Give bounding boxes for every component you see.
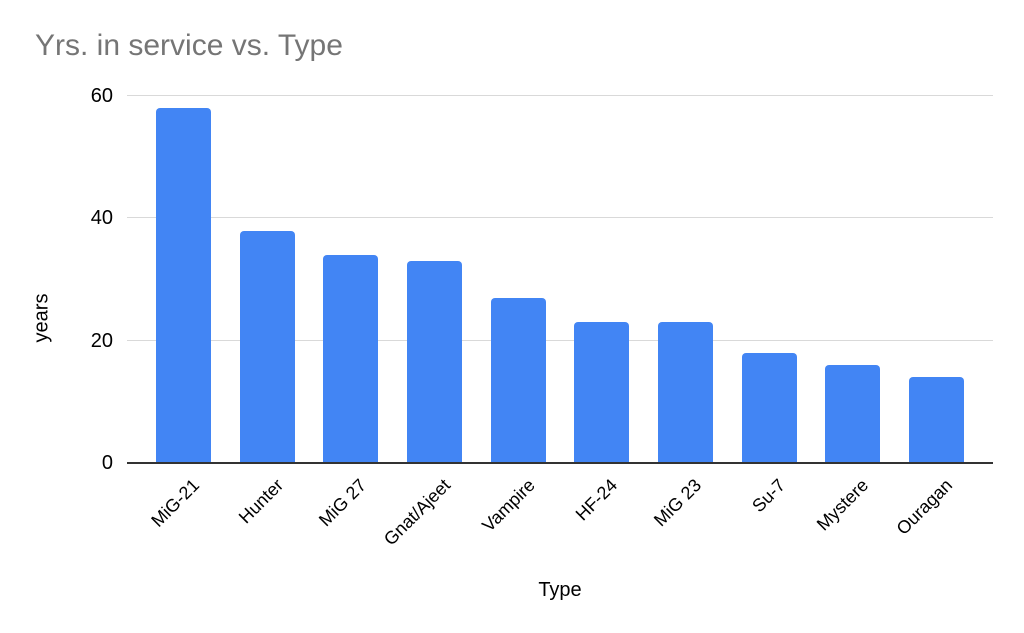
x-label-mig-27: MiG 27: [315, 475, 371, 531]
gridline-20: [127, 339, 993, 341]
bar-vampire: [490, 297, 546, 463]
y-tick-20: 20: [90, 329, 113, 352]
bar-ouragan: [908, 377, 964, 463]
plot-area: [127, 95, 993, 464]
x-label-su-7: Su-7: [748, 475, 790, 517]
gridline-40: [127, 217, 993, 219]
x-label-mig-21: MiG-21: [147, 475, 204, 531]
gridline-60: [127, 95, 993, 96]
x-label-hf-24: HF-24: [572, 475, 622, 525]
y-tick-0: 0: [101, 452, 113, 474]
x-label-mystere: Mystere: [813, 475, 873, 535]
y-tick-60: 60: [90, 85, 113, 107]
bar-hunter: [239, 230, 295, 463]
x-label-mig-23: MiG 23: [650, 475, 706, 531]
bars-group: [127, 96, 993, 463]
bar-mystere: [825, 365, 881, 463]
bar-mig-21: [156, 108, 211, 463]
x-axis-title: Type: [538, 579, 582, 601]
x-label-hunter: Hunter: [235, 475, 288, 528]
x-axis-line: [127, 462, 993, 464]
y-axis-ticks: 0 20 40 60: [0, 86, 113, 473]
bar-hf-24: [574, 322, 630, 463]
bar-mig-23: [657, 322, 713, 463]
x-label-gnat-ajeet: Gnat/Ajeet: [380, 475, 455, 550]
bar-gnat-ajeet: [406, 261, 462, 463]
bar-mig-27: [323, 255, 379, 463]
chart-title: Yrs. in service vs. Type: [35, 29, 343, 62]
x-label-ouragan: Ouragan: [892, 475, 957, 539]
x-axis-labels: MiG-21 Hunter MiG 27 Gnat/Ajeet Vampire HF-24…: [127, 475, 993, 585]
y-tick-40: 40: [90, 207, 113, 230]
x-label-vampire: Vampire: [478, 475, 539, 536]
bar-su-7: [741, 352, 797, 463]
